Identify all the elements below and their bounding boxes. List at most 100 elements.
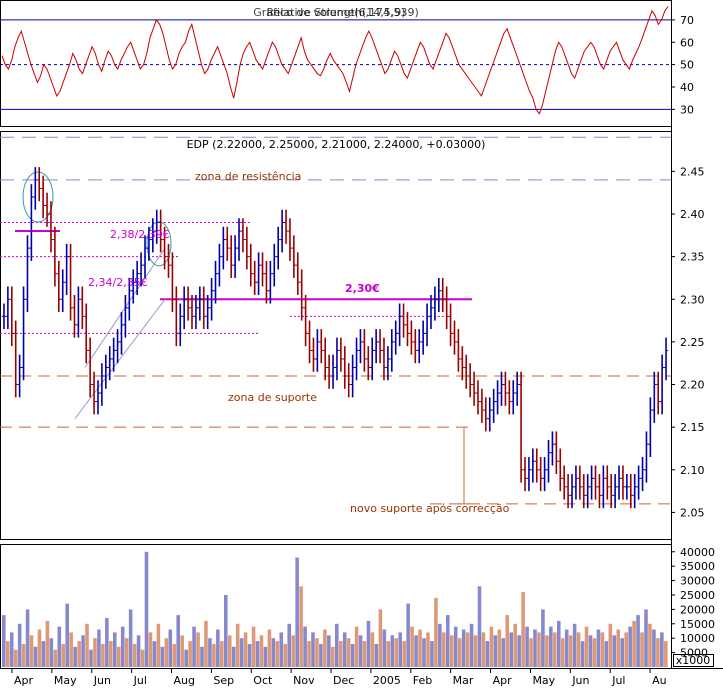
support-label: zona de suporte [228, 391, 317, 404]
volume-bar [168, 629, 173, 667]
volume-bar [184, 649, 188, 667]
volume-bar [525, 626, 529, 667]
x-label: Sep [213, 674, 234, 687]
volume-bar [596, 629, 601, 667]
volume-bar [600, 632, 605, 667]
volume-bar [287, 623, 291, 667]
x-label: Dec [333, 674, 354, 687]
price-layer [0, 136, 671, 509]
volume-ytick-label: 10000 [680, 632, 715, 645]
price-ytick-label: 2.30 [680, 293, 705, 306]
volume-bar [640, 632, 644, 667]
volume-bar [564, 629, 569, 667]
volume-bar [319, 644, 323, 667]
volume-bar [37, 629, 42, 667]
volume-bar [120, 626, 125, 667]
volume-bar [239, 638, 244, 667]
volume-bar [291, 635, 295, 667]
price-ytick-label: 2.20 [680, 379, 705, 392]
volume-bar [311, 632, 315, 667]
volume-layer [2, 551, 668, 667]
volume-bar [331, 646, 335, 667]
volume-bar [220, 641, 224, 667]
rsi-ytick-label: 50 [680, 59, 694, 72]
volume-bar [418, 629, 422, 667]
volume-bar [473, 635, 478, 667]
volume-unit-box [673, 654, 714, 667]
peak-circle-2 [146, 221, 172, 267]
x-label: Apr [14, 674, 34, 687]
volume-bar [41, 641, 46, 667]
volume-bar [398, 632, 402, 667]
volume-bar [144, 551, 149, 667]
volume-bar [553, 632, 557, 667]
volume-bar [124, 638, 129, 667]
volume-ytick-label: 20000 [680, 603, 715, 616]
volume-bar [461, 629, 466, 667]
volume-bar [295, 557, 299, 667]
volume-bar [65, 603, 69, 667]
volume-bar [636, 615, 640, 667]
rsi-title: Relative Strength(14,5,9) [266, 6, 405, 19]
volume-bar [422, 638, 426, 667]
x-label: 2005 [373, 674, 401, 687]
x-label: May [532, 674, 555, 687]
volume-bar [307, 641, 311, 667]
volume-bar [652, 629, 656, 667]
volume-bar [128, 609, 133, 667]
volume-bar [235, 623, 240, 667]
volume-bar [382, 629, 387, 667]
volume-bar [545, 635, 549, 667]
volume-bar [426, 632, 430, 667]
rsi-layer [0, 6, 671, 115]
volume-bar [105, 618, 109, 667]
volume-bar [588, 635, 593, 667]
volume-bar [17, 623, 22, 667]
volume-bar [374, 644, 379, 667]
x-label: Au [652, 674, 667, 687]
volume-bar [624, 632, 628, 667]
volume-ytick-label: 5000 [680, 647, 708, 660]
volume-bar [267, 629, 272, 667]
volume-bar [537, 632, 541, 667]
price-ytick-label: 2.45 [680, 165, 705, 178]
volume-bar [85, 623, 89, 667]
volume-unit-label: x1000 [676, 654, 711, 667]
volume-bar [77, 641, 81, 667]
volume-bar [279, 632, 284, 667]
volume-bar [132, 644, 137, 667]
volume-bar [664, 641, 668, 667]
volume-bar [33, 646, 38, 667]
price-panel [0, 131, 672, 540]
volume-bar [5, 641, 10, 667]
volume-bar [604, 641, 609, 667]
volume-bar [521, 592, 525, 667]
price-ytick-label: 2.10 [680, 464, 705, 477]
volume-bar [275, 641, 280, 667]
price-ytick-label: 2.05 [680, 506, 705, 519]
volume-bar [57, 626, 62, 667]
volume-bar [505, 615, 510, 667]
volume-bar [656, 638, 660, 667]
volume-bar [434, 597, 438, 667]
volume-bar [180, 635, 184, 667]
volume-bar [410, 626, 414, 667]
volume-bar [390, 635, 395, 667]
volume-bar [632, 620, 636, 667]
volume-bar [557, 620, 561, 667]
volume-bar [172, 644, 177, 667]
volume-ytick-label: 40000 [680, 546, 715, 559]
volume-bar [49, 638, 54, 667]
volume-bar [648, 623, 652, 667]
volume-bar [438, 623, 442, 667]
rsi-ytick-label: 40 [680, 81, 694, 94]
volume-bar [299, 586, 303, 667]
volume-bar [315, 638, 319, 667]
volume-bar [271, 638, 276, 667]
volume-bar [477, 586, 482, 667]
volume-bar [584, 626, 589, 667]
x-label: Jul [133, 674, 147, 687]
rsi-ytick-label: 60 [680, 36, 694, 49]
volume-bar [572, 623, 577, 667]
